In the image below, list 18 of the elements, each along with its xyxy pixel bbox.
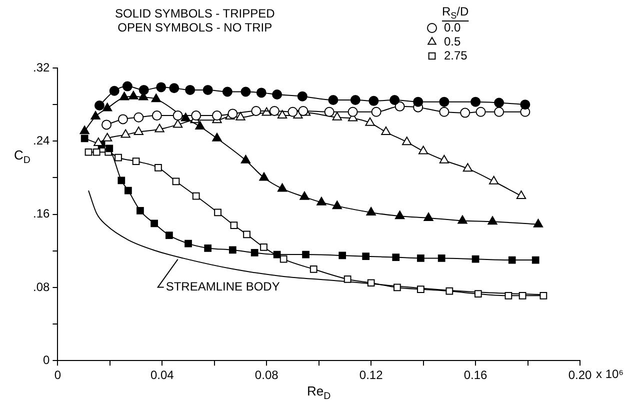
legend-label: 2.75 <box>444 48 468 62</box>
x-tick-label: 0.04 <box>150 368 174 382</box>
y-tick-label: .32 <box>32 60 50 74</box>
y-tick-label: .16 <box>32 206 50 221</box>
x-tick-label: 0.08 <box>254 368 279 382</box>
x-tick-label: 0.20 <box>568 368 592 382</box>
legend-label: 0.5 <box>444 34 462 48</box>
y-tick-label: 0 <box>42 352 50 367</box>
y-tick-label: .08 <box>32 280 50 294</box>
x-tick-label: 0.12 <box>359 368 384 382</box>
text: x 10⁶ <box>596 366 624 381</box>
x-tick-label: 0.16 <box>464 368 488 382</box>
legend-label: 0.0 <box>444 20 462 34</box>
x-tick-label: 0 <box>54 368 62 382</box>
y-tick-label: .24 <box>32 133 50 148</box>
text: SOLID SYMBOLS - TRIPPED <box>114 6 276 20</box>
text: OPEN SYMBOLS - NO TRIP <box>118 20 272 34</box>
annotation: STREAMLINE BODY <box>166 280 280 294</box>
